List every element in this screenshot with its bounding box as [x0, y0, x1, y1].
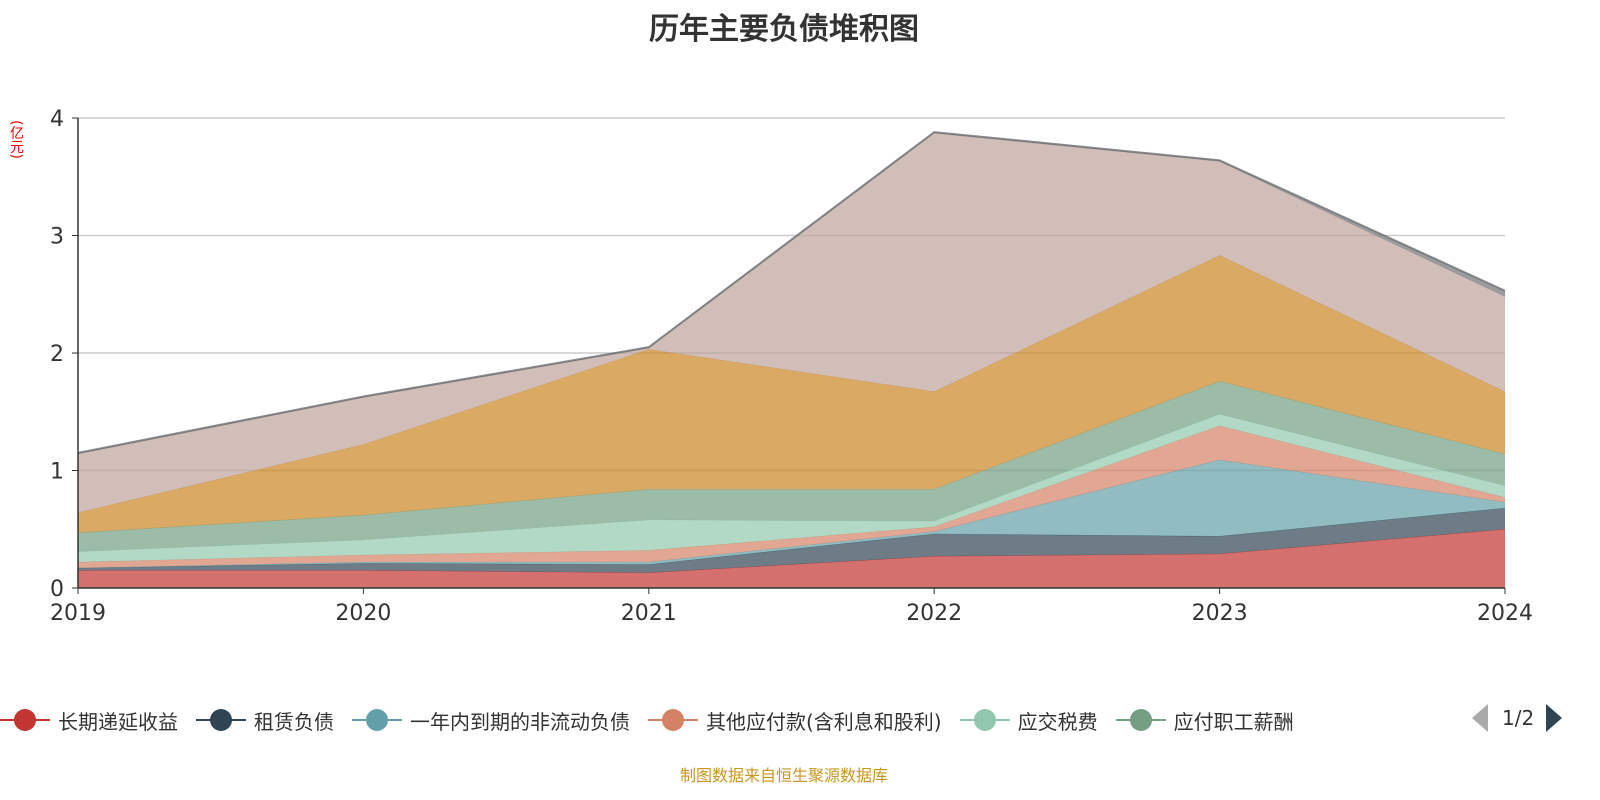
area-series-1 — [78, 508, 1505, 573]
legend-marker-icon — [648, 708, 698, 732]
legend-item[interactable]: 应交税费 — [959, 706, 1098, 735]
legend-label: 长期递延收益 — [58, 709, 178, 734]
x-tick-label: 2023 — [1192, 601, 1248, 626]
legend-pager: 1/2 — [1472, 704, 1563, 732]
legend-item[interactable]: 长期递延收益 — [0, 706, 178, 735]
legend-label: 应交税费 — [1017, 709, 1098, 734]
legend-label: 其他应付款(含利息和股利) — [706, 709, 942, 734]
legend-label: 租赁负债 — [254, 709, 334, 734]
area-series-2 — [78, 459, 1505, 569]
area-series-7 — [78, 133, 1505, 513]
legend-marker-icon — [0, 708, 50, 732]
legend-page-indicator: 1/2 — [1502, 706, 1535, 730]
legend-item[interactable]: 一年内到期的非流动负债 — [352, 706, 630, 735]
y-axis-unit: (亿元) — [8, 120, 24, 159]
area-series-3 — [78, 425, 1505, 569]
x-tick-label: 2022 — [906, 601, 962, 626]
legend-marker-icon — [196, 708, 246, 732]
legend-item[interactable]: 其他应付款(含利息和股利) — [648, 706, 942, 735]
legend-marker-icon — [1115, 708, 1166, 732]
area-series-5 — [78, 381, 1505, 552]
legend-item[interactable]: 租赁负债 — [196, 706, 334, 735]
area-series-0 — [78, 529, 1505, 588]
y-tick-label: 2 — [50, 342, 64, 367]
legend-label: 一年内到期的非流动负债 — [410, 709, 630, 734]
legend-prev-icon[interactable] — [1472, 704, 1488, 732]
x-tick-label: 2021 — [621, 601, 677, 626]
area-line-8 — [77, 131, 1506, 454]
x-tick-label: 2019 — [50, 601, 106, 626]
y-tick-label: 4 — [50, 107, 64, 132]
legend: 长期递延收益 租赁负债 一年内到期的非流动负债 其他应付款(含利息和股利) 应交税费 应付… — [0, 704, 1468, 736]
legend-label: 应付职工薪酬 — [1173, 709, 1294, 734]
legend-item[interactable]: 应付职工薪酬 — [1115, 706, 1294, 735]
area-series-6 — [78, 255, 1505, 533]
x-tick-label: 2020 — [335, 601, 391, 626]
area-series-4 — [78, 414, 1505, 563]
legend-marker-icon — [352, 708, 402, 732]
data-source-note: 制图数据来自恒生聚源数据库 — [679, 766, 888, 785]
chart-title: 历年主要负债堆积图 — [649, 12, 919, 47]
x-tick-label: 2024 — [1477, 601, 1533, 626]
y-tick-label: 3 — [50, 225, 64, 250]
y-tick-label: 1 — [50, 460, 64, 485]
y-tick-label: 0 — [50, 577, 64, 602]
legend-marker-icon — [959, 708, 1010, 732]
legend-next-icon[interactable] — [1546, 704, 1563, 732]
